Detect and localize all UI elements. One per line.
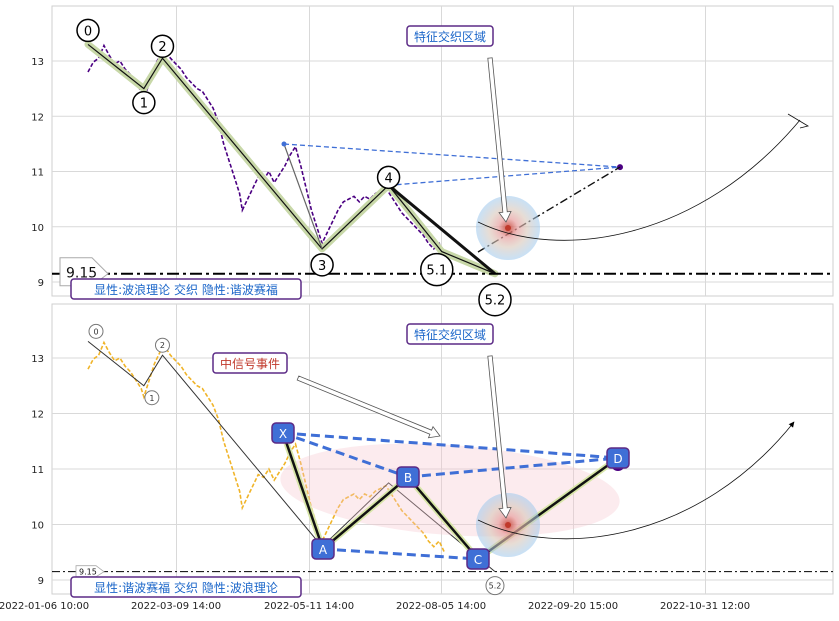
wave-label-bottom: 2 <box>160 341 165 350</box>
pattern-x-dot-top <box>281 141 287 147</box>
harmonic-marker-c <box>466 548 490 570</box>
target-zone-bottom-center <box>505 522 511 528</box>
forecast-arc-bottom <box>477 421 795 540</box>
harmonic-marker-a <box>311 538 335 560</box>
harmonic-dash-ac <box>322 547 479 561</box>
pattern-xa-top <box>283 143 323 250</box>
y-tick-label: 9 <box>38 576 44 587</box>
title-box-top: 特征交织区域 <box>406 25 494 47</box>
legend-box-top-frame <box>70 278 302 300</box>
title-box-bottom: 特征交织区域 <box>406 323 494 345</box>
wave-line-bottom <box>87 340 496 573</box>
legend-box-bottom: 显性:谐波赛福 交织 隐性:波浪理论 <box>70 576 302 598</box>
wave-marker-bottom <box>88 323 104 339</box>
wave-marker-top <box>376 165 401 190</box>
level-tag-bottom <box>75 565 105 578</box>
y-tick-label: 12 <box>31 410 44 421</box>
wave-label-top: 5.1 <box>426 264 447 279</box>
harmonic-marker-b <box>396 466 420 488</box>
y-tick-label: 12 <box>31 112 44 123</box>
pattern-dash-xd-top <box>283 143 621 168</box>
level-label-top: 9.15 <box>66 266 97 282</box>
signal-box-bottom: 中信号事件 <box>212 352 288 374</box>
wave-marker-top <box>420 252 454 287</box>
harmonic-leg-xa-line <box>281 432 325 550</box>
arrow-title-bottom <box>487 355 512 519</box>
wave-marker-top <box>132 90 156 115</box>
y-tick-label: 11 <box>31 465 44 476</box>
forecast-arc-head-top <box>787 113 810 129</box>
harmonic-label-b: B <box>404 471 412 485</box>
arrow-title-top <box>487 57 512 223</box>
x-tick-label: 2022-05-11 14:00 <box>264 601 354 612</box>
level-label-bottom: 9.15 <box>79 568 97 577</box>
plot-area-bottom <box>51 303 834 595</box>
title-box-top-frame <box>406 25 494 47</box>
signal-box-bottom-text: 中信号事件 <box>220 356 280 371</box>
harmonic-label-d: D <box>613 452 622 466</box>
harmonic-leg-bc-line <box>407 476 479 560</box>
signal-box-bottom-frame <box>212 352 288 374</box>
legend-box-top-text: 显性:波浪理论 交织 隐性:谐波赛福 <box>94 282 278 297</box>
y-tick-label: 10 <box>31 521 44 532</box>
pattern-dash-bd-top <box>388 166 621 186</box>
wave-marker-top <box>76 18 100 43</box>
y-tick-label: 10 <box>31 223 44 234</box>
harmonic-label-x: X <box>279 427 287 441</box>
title-box-bottom-frame <box>406 323 494 345</box>
harmonic-leg-ab-line <box>322 476 409 550</box>
wave-marker-top <box>478 282 512 317</box>
legend-box-top: 显性:波浪理论 交织 隐性:谐波赛福 <box>70 278 302 300</box>
wave-marker-bottom <box>485 576 505 596</box>
target-zone-top-center <box>505 225 511 231</box>
arrow-signal-bottom <box>296 375 441 439</box>
x-tick-label: 2022-03-09 14:00 <box>131 601 221 612</box>
harmonic-label-a: A <box>319 543 328 557</box>
y-tick-label: 13 <box>31 57 44 68</box>
x-tick-label: 2022-01-06 10:00 <box>0 601 89 612</box>
wave-label-top: 3 <box>318 259 326 274</box>
wave-label-top: 1 <box>140 97 148 112</box>
wave-label-bottom: 5.2 <box>489 582 502 591</box>
harmonic-marker-d <box>606 447 630 469</box>
harmonic-dash-xb <box>282 431 409 479</box>
wave-label-top: 2 <box>158 40 166 55</box>
wave-label-bottom: 0 <box>93 327 98 336</box>
y-tick-label: 11 <box>31 168 44 179</box>
legend-box-bottom-frame <box>70 576 302 598</box>
wave-label-bottom: 1 <box>149 394 154 403</box>
harmonic-label-c: C <box>474 553 482 567</box>
wave-label-top: 0 <box>84 24 92 39</box>
wave-marker-top <box>150 34 175 58</box>
legend-box-bottom-text: 显性:谐波赛福 交织 隐性:波浪理论 <box>94 580 278 595</box>
wave-marker-top <box>310 253 334 277</box>
wave-leg-4-5-top <box>387 184 496 275</box>
y-tick-label: 9 <box>38 278 44 289</box>
wave-label-top: 4 <box>384 171 392 186</box>
y-tick-label: 13 <box>31 354 44 365</box>
wave-label-top: 5.2 <box>485 294 506 309</box>
x-tick-label: 2022-08-05 14:00 <box>396 601 486 612</box>
title-box-bottom-text: 特征交织区域 <box>414 327 486 342</box>
x-tick-label: 2022-10-31 12:00 <box>660 601 750 612</box>
forecast-arc-top <box>477 119 801 241</box>
x-tick-label: 2022-09-20 15:00 <box>528 601 618 612</box>
title-box-top-text: 特征交织区域 <box>414 29 486 44</box>
wave-marker-bottom <box>144 390 160 406</box>
wave-marker-bottom <box>154 337 170 353</box>
harmonic-marker-x <box>271 422 295 444</box>
harmonic-dash-bd <box>407 456 619 479</box>
